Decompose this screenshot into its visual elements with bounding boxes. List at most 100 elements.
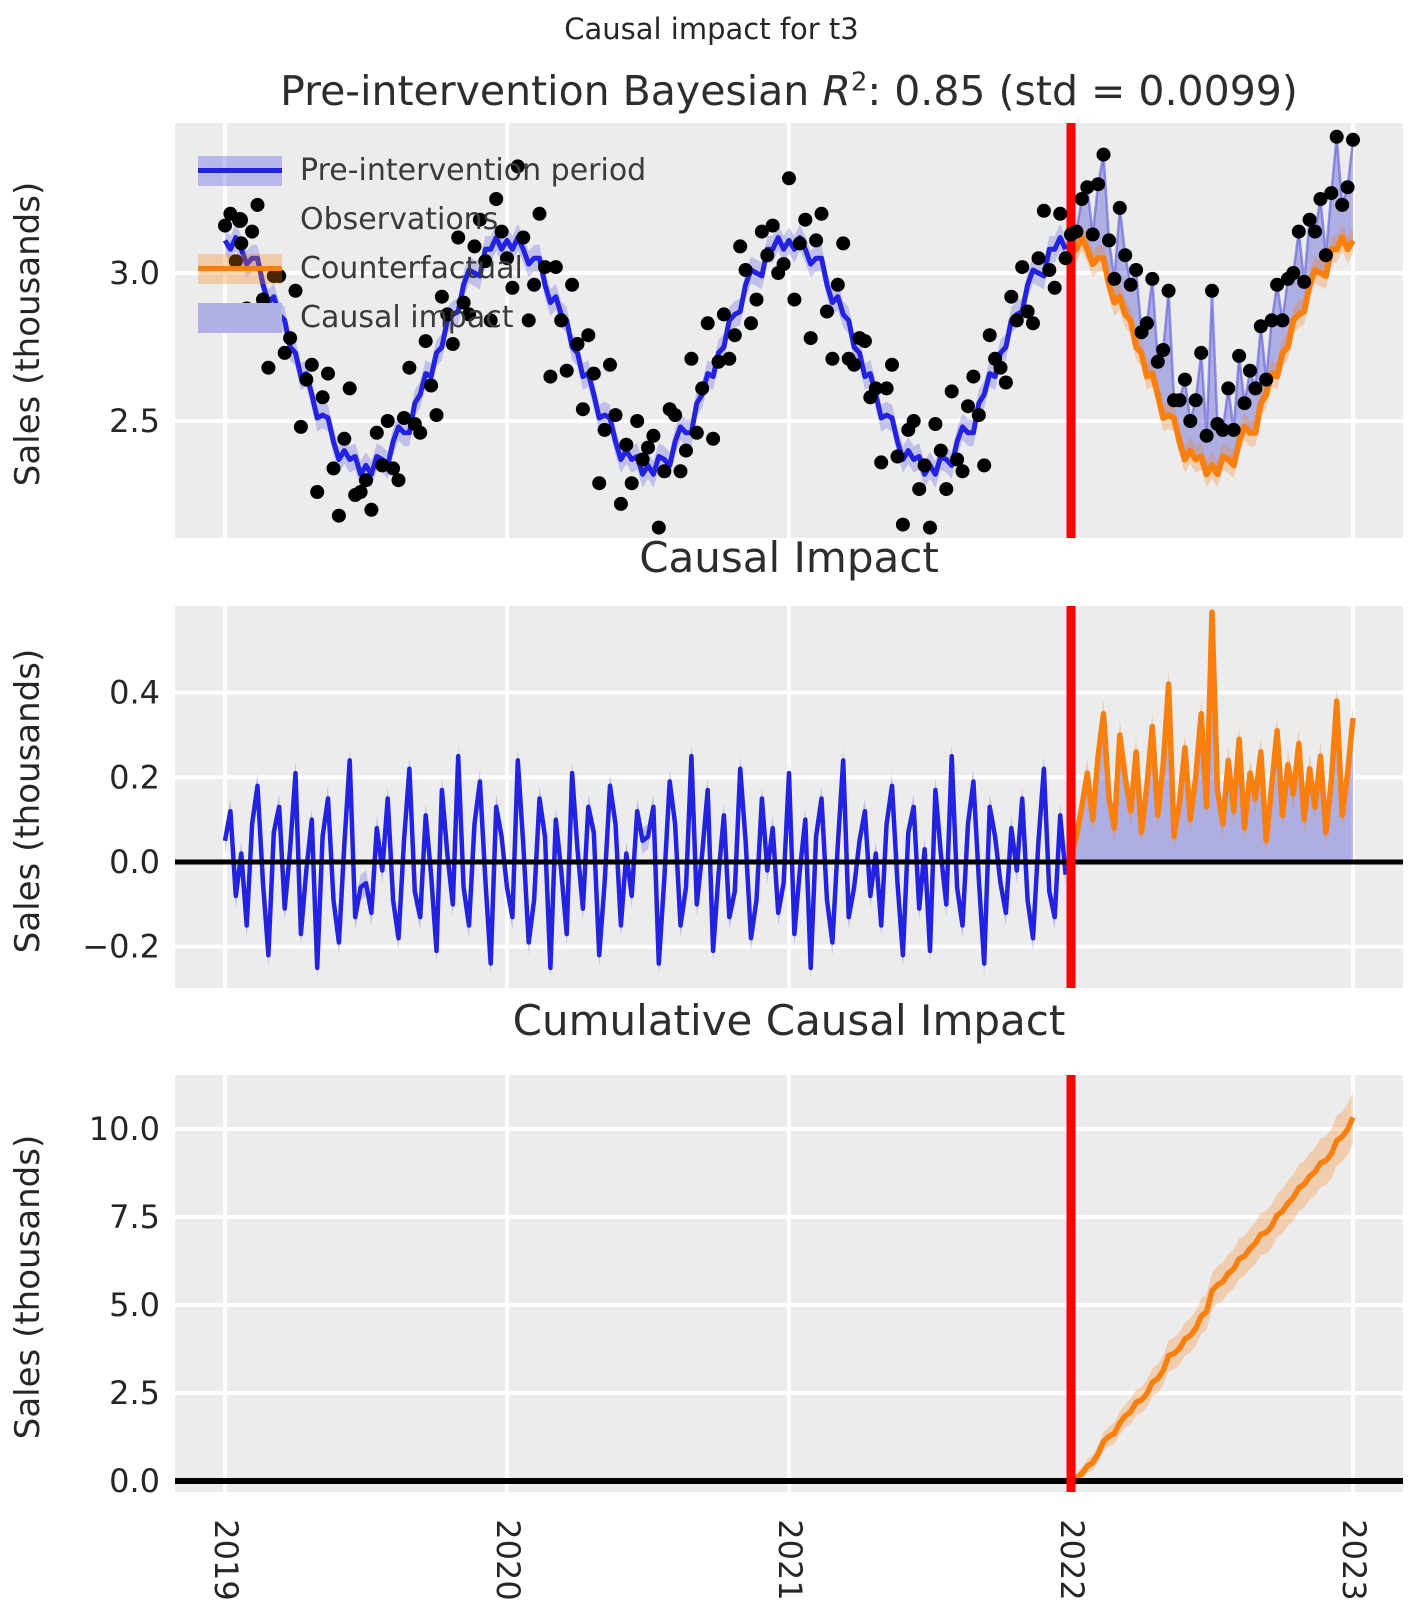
observation-dot: [331, 508, 346, 523]
observation-dot: [1058, 251, 1073, 266]
observation-dot: [1183, 414, 1198, 428]
observation-dot: [727, 328, 742, 343]
observation-dot: [1188, 393, 1203, 408]
observation-dot: [722, 351, 737, 366]
observation-dot: [1156, 343, 1171, 357]
panel1-title-suffix: : 0.85 (std = 0.0099): [867, 67, 1298, 115]
observation-dot: [337, 431, 352, 446]
observation-dot: [462, 307, 476, 322]
observation-dot: [1318, 248, 1333, 263]
observation-dot: [760, 248, 775, 263]
observation-dot: [369, 425, 384, 440]
observation-dot: [1107, 271, 1122, 286]
observation-dot: [679, 443, 693, 458]
observation-dot: [906, 414, 921, 428]
panel3-ylabel: Sales (thousands): [8, 1134, 48, 1440]
observation-dot: [364, 502, 379, 517]
observation-dot: [1150, 354, 1165, 369]
observation-dot: [782, 171, 796, 186]
observation-dot: [657, 464, 672, 479]
observation-dot: [641, 440, 655, 455]
observation-dot: [1291, 224, 1306, 239]
observation-dot: [538, 260, 552, 275]
observation-dot: [792, 236, 807, 251]
observation-dot: [429, 408, 444, 423]
observation-dot: [1080, 180, 1095, 195]
observation-dot: [689, 425, 704, 440]
observation-dot: [1237, 396, 1252, 411]
observation-dot: [424, 378, 439, 393]
observation-dot: [472, 212, 487, 227]
observation-dot: [836, 236, 851, 251]
observation-dot: [917, 458, 932, 473]
observation-dot: [825, 351, 840, 366]
legend-item-causal-impact: Causal impact: [198, 293, 646, 342]
observation-dot: [1026, 316, 1040, 331]
observation-dot: [1047, 280, 1062, 295]
observation-dot: [695, 381, 710, 396]
observation-dot: [776, 257, 791, 272]
observation-dot: [890, 449, 905, 464]
y-tick-label: 0.4: [109, 674, 160, 712]
observation-dot: [711, 354, 726, 369]
y-tick-label: 0.0: [109, 1462, 160, 1500]
panel2-title: Causal Impact: [639, 533, 939, 582]
observation-dot: [1161, 283, 1176, 298]
observation-dot: [1172, 393, 1187, 408]
legend-label: Causal impact: [300, 300, 514, 335]
x-tick-label: 2023: [1335, 1519, 1373, 1600]
observation-dot: [543, 369, 558, 384]
observation-dot: [950, 452, 965, 467]
observation-dot: [765, 218, 780, 233]
observation-dot: [228, 254, 243, 269]
observation-dot: [413, 425, 428, 440]
observation-dot: [668, 408, 683, 423]
observation-dot: [874, 455, 889, 470]
observation-dot: [1031, 251, 1046, 266]
observation-dot: [684, 351, 699, 366]
observation-dot: [1036, 203, 1051, 218]
observation-dot: [521, 313, 536, 328]
observation-dot: [971, 408, 986, 423]
observation-dot: [391, 473, 406, 488]
observation-dot: [1253, 319, 1268, 334]
observation-dot: [456, 295, 471, 310]
observation-dot: [1221, 381, 1236, 396]
observation-dot: [879, 381, 894, 396]
legend-label: Observations: [300, 202, 499, 237]
observation-dot: [1329, 129, 1344, 144]
panel1-ylabel: Sales (thousands): [8, 181, 48, 487]
observation-dot: [1324, 186, 1339, 201]
observation-dot: [478, 254, 493, 269]
observation-dot: [1004, 289, 1019, 304]
legend-item-counterfactual: Counterfactual: [198, 244, 646, 293]
observation-dot: [570, 337, 585, 351]
observation-dot: [380, 414, 395, 428]
observation-dot: [554, 313, 569, 328]
legend: Pre-intervention period Observations Cou…: [198, 146, 646, 342]
observation-dot: [814, 206, 829, 221]
panel3-title: Cumulative Causal Impact: [512, 996, 1066, 1045]
observation-dot: [483, 313, 498, 328]
legend-label: Pre-intervention period: [300, 153, 647, 188]
observation-dot: [402, 360, 417, 375]
observation-dot: [1020, 304, 1035, 319]
pre-intervention-fit-line: [222, 235, 1068, 477]
observation-dot: [603, 357, 617, 372]
observation-dot: [1308, 224, 1322, 239]
counterfactual-uncertainty-band: [1071, 224, 1353, 488]
observation-dot: [1194, 345, 1209, 360]
observation-dot: [1275, 313, 1290, 328]
y-tick-label: 7.5: [109, 1198, 160, 1236]
observation-dot: [288, 283, 303, 298]
observation-dot: [646, 428, 661, 443]
observation-dot: [820, 304, 834, 319]
observation-dot: [738, 263, 753, 277]
panel1-title-sup: 2: [850, 67, 868, 98]
observation-dot: [494, 224, 509, 239]
observation-dot: [613, 496, 628, 511]
observation-dot: [619, 437, 634, 452]
observation-dot: [559, 363, 574, 378]
y-tick-label: 2.5: [109, 1374, 160, 1412]
